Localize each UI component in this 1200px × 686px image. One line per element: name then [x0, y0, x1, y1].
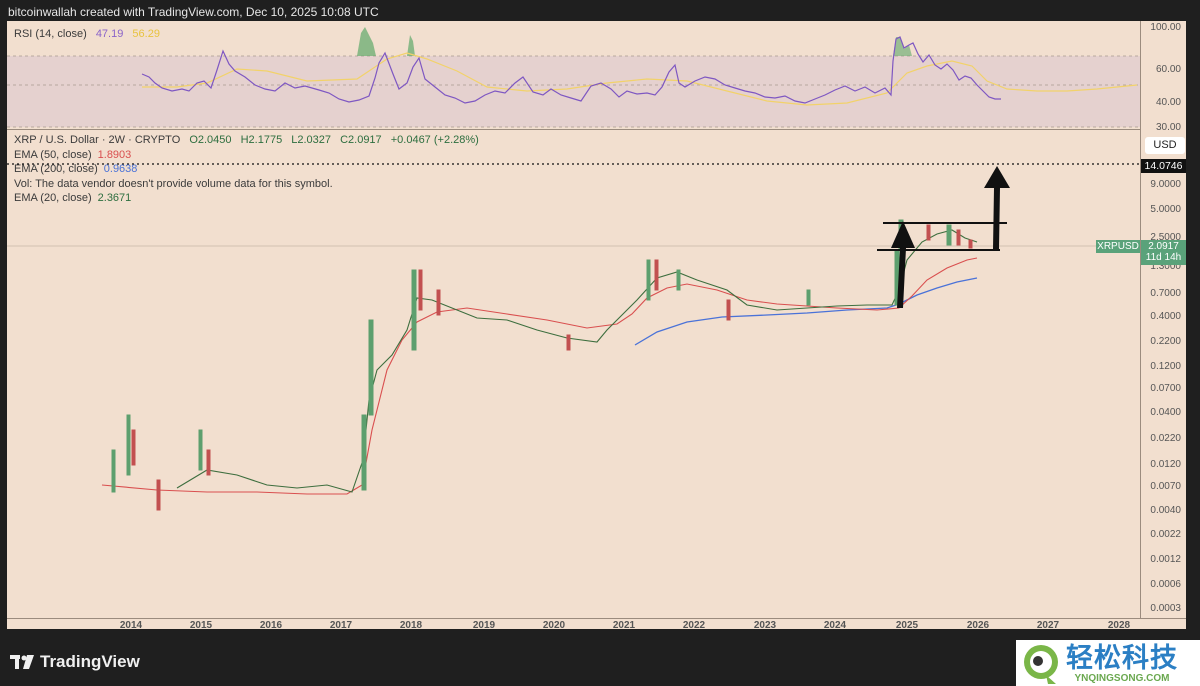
bar-countdown: 11d 14h	[1145, 252, 1182, 263]
rsi-plot	[7, 27, 1140, 128]
symbol-tag: XRPUSD	[1096, 240, 1140, 253]
year-tick: 2023	[753, 620, 777, 631]
attribution-text: bitcoinwallah created with TradingView.c…	[8, 5, 379, 19]
ohlc-open: O2.0450	[189, 134, 232, 146]
ema200-label: EMA (200, close)	[14, 163, 98, 175]
year-tick: 2025	[895, 620, 919, 631]
watermark-en: YNQINGSONG.COM	[1074, 672, 1170, 684]
target-arrow	[984, 166, 1010, 249]
price-axis[interactable]: 100.00 60.00 40.00 30.00 9.0000 5.0000 2…	[1140, 21, 1187, 618]
year-tick: 2022	[682, 620, 706, 631]
price-tick: 0.0003	[1150, 603, 1181, 614]
ema50-label: EMA (50, close)	[14, 148, 92, 161]
rsi-ma-value: 56.29	[132, 28, 160, 40]
price-plot	[7, 163, 1140, 511]
ema20-label: EMA (20, close)	[14, 192, 92, 204]
rsi-tick: 40.00	[1155, 97, 1181, 108]
price-tick: 9.0000	[1150, 179, 1181, 190]
candles	[111, 219, 973, 511]
year-tick: 2024	[823, 620, 847, 631]
flagpole-arrow	[891, 221, 915, 308]
price-tick: 0.0022	[1150, 529, 1181, 540]
year-tick: 2026	[966, 620, 990, 631]
watermark-cn: 轻松科技	[1066, 642, 1178, 673]
tradingview-logo: TradingView	[10, 652, 140, 672]
price-legend: XRP / U.S. Dollar · 2W · CRYPTO O2.0450 …	[14, 133, 485, 206]
eye-logo-icon	[1024, 645, 1058, 684]
ohlc-low: L2.0327	[291, 134, 332, 146]
currency-selector[interactable]: USD	[1145, 137, 1185, 154]
rsi-legend: RSI (14, close) 47.19 56.29	[14, 28, 166, 40]
ohlc-close: C2.0917	[340, 134, 382, 146]
rsi-tick: 100.00	[1150, 22, 1181, 33]
price-tick: 0.0012	[1150, 554, 1181, 565]
price-tick: 0.0040	[1150, 505, 1181, 516]
year-tick: 2014	[119, 620, 143, 631]
price-pane[interactable]: XRP / U.S. Dollar · 2W · CRYPTO O2.0450 …	[7, 130, 1140, 618]
year-tick: 2021	[612, 620, 636, 631]
rsi-label: RSI (14, close)	[14, 28, 87, 40]
rsi-pane[interactable]: RSI (14, close) 47.19 56.29	[7, 21, 1140, 130]
price-tick: 0.7000	[1150, 288, 1181, 299]
price-tick: 0.1200	[1150, 361, 1181, 372]
tradingview-logo-icon	[10, 655, 34, 669]
rsi-value: 47.19	[95, 28, 124, 40]
volume-note: Vol: The data vendor doesn't provide vol…	[14, 177, 333, 190]
price-tick: 0.0120	[1150, 459, 1181, 470]
price-tick: 1.3000	[1150, 261, 1181, 272]
price-tick: 5.0000	[1150, 204, 1181, 215]
ema200-value: 0.9638	[103, 163, 138, 175]
price-tick: 0.0400	[1150, 407, 1181, 418]
last-price-label: 2.0917 11d 14h	[1141, 240, 1186, 265]
rsi-tick: 60.00	[1155, 64, 1181, 75]
price-tick: 0.0700	[1150, 383, 1181, 394]
price-tick: 0.0006	[1150, 579, 1181, 590]
last-price: 2.0917	[1148, 241, 1179, 252]
year-tick: 2019	[472, 620, 496, 631]
rsi-tick: 30.00	[1155, 122, 1181, 133]
year-tick: 2027	[1036, 620, 1060, 631]
ema20-value: 2.3671	[97, 192, 132, 204]
year-tick: 2015	[189, 620, 213, 631]
ohlc-high: H2.1775	[240, 134, 283, 146]
chart-frame[interactable]: RSI (14, close) 47.19 56.29	[7, 21, 1187, 631]
watermark: 轻松科技 YNQINGSONG.COM	[1016, 640, 1200, 686]
year-tick: 2020	[542, 620, 566, 631]
year-tick: 2017	[329, 620, 353, 631]
ema50-value: 1.8903	[97, 148, 132, 161]
ohlc-change: +0.0467 (+2.28%)	[390, 134, 479, 146]
price-tick: 0.4000	[1150, 311, 1181, 322]
time-axis[interactable]: 2014 2015 2016 2017 2018 2019 2020 2021 …	[7, 618, 1186, 631]
price-tick: 0.0220	[1150, 433, 1181, 444]
price-tick: 0.2200	[1150, 336, 1181, 347]
brand-name: TradingView	[40, 652, 140, 671]
symbol-title: XRP / U.S. Dollar · 2W · CRYPTO	[14, 134, 181, 146]
price-tick: 0.0070	[1150, 481, 1181, 492]
year-tick: 2018	[399, 620, 423, 631]
year-tick: 2016	[259, 620, 283, 631]
year-tick: 2028	[1107, 620, 1131, 631]
target-price-label: 14.0746	[1141, 159, 1186, 173]
price-tick: 2.5000	[1150, 232, 1181, 243]
